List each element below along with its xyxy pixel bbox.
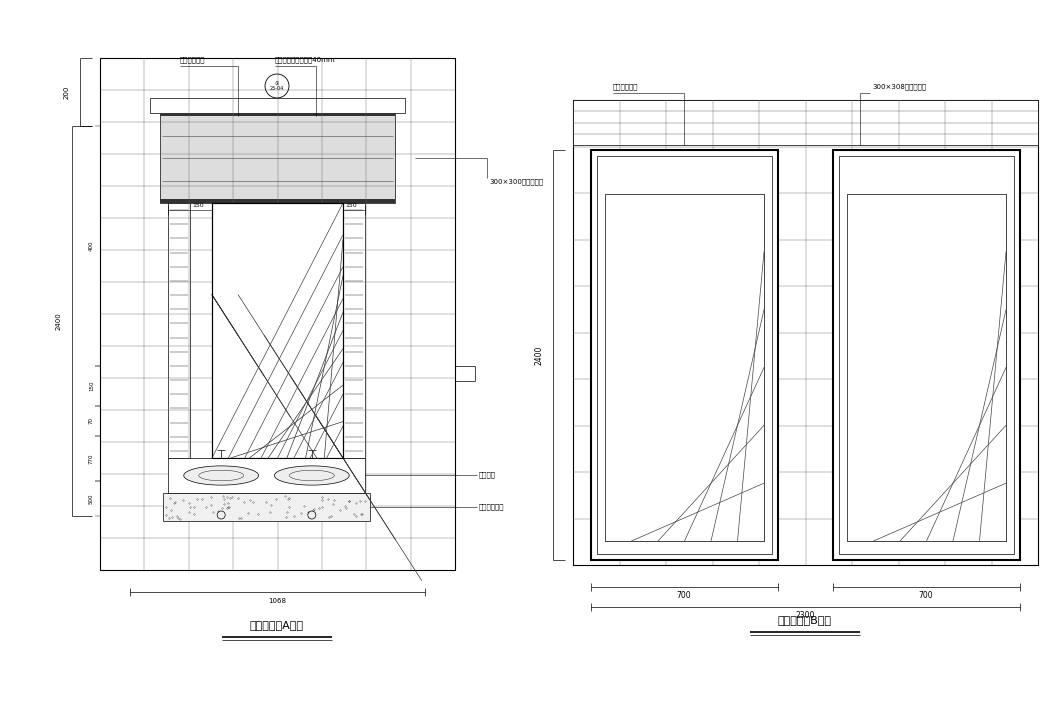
Bar: [212, 203, 343, 458]
Text: 内装木框镶四道饰线40mm: 内装木框镶四道饰线40mm: [275, 56, 335, 63]
Bar: [605, 194, 764, 541]
Text: 150: 150: [89, 381, 94, 391]
Bar: [212, 203, 343, 458]
Text: 300×308白色墙面砖: 300×308白色墙面砖: [872, 83, 926, 90]
Bar: [573, 100, 1038, 565]
Text: 1068: 1068: [268, 598, 286, 604]
Bar: [168, 203, 190, 458]
Text: 白色陶盆: 白色陶盆: [479, 472, 496, 478]
Bar: [573, 100, 1038, 145]
Text: 700: 700: [919, 591, 933, 601]
Text: 2400: 2400: [534, 346, 543, 365]
Text: 770: 770: [89, 453, 94, 464]
Bar: [847, 194, 1006, 541]
Bar: [343, 203, 365, 458]
Text: 2300: 2300: [796, 612, 815, 620]
Bar: [591, 150, 778, 560]
Bar: [160, 113, 395, 203]
Text: 400: 400: [89, 241, 94, 251]
Text: 二楼卫生间A面图: 二楼卫生间A面图: [250, 620, 304, 630]
Ellipse shape: [183, 466, 258, 485]
Text: 2400: 2400: [56, 312, 62, 330]
Bar: [839, 156, 1014, 554]
Text: ①
25-04: ① 25-04: [270, 80, 285, 92]
Text: 300×300白色墙面砖: 300×300白色墙面砖: [489, 178, 543, 184]
Text: 500: 500: [89, 494, 94, 504]
Text: 红樱桃木饰面: 红樱桃木饰面: [613, 83, 639, 90]
Bar: [150, 98, 405, 113]
Bar: [597, 156, 772, 554]
Bar: [163, 493, 370, 521]
Text: 150: 150: [192, 203, 203, 208]
Bar: [160, 113, 395, 116]
Bar: [833, 150, 1020, 560]
Text: 黑金砂花岗石: 黑金砂花岗石: [479, 503, 505, 510]
Text: 200: 200: [64, 85, 70, 99]
Bar: [168, 458, 365, 493]
Text: 红樱桃木饰面: 红樱桃木饰面: [180, 56, 206, 63]
Text: 150: 150: [345, 203, 356, 208]
Ellipse shape: [274, 466, 349, 485]
Bar: [100, 58, 455, 570]
Bar: [160, 199, 395, 203]
Text: 70: 70: [89, 417, 94, 425]
Text: 700: 700: [677, 591, 691, 601]
Text: 二楼卫生间B面图: 二楼卫生间B面图: [778, 615, 832, 625]
